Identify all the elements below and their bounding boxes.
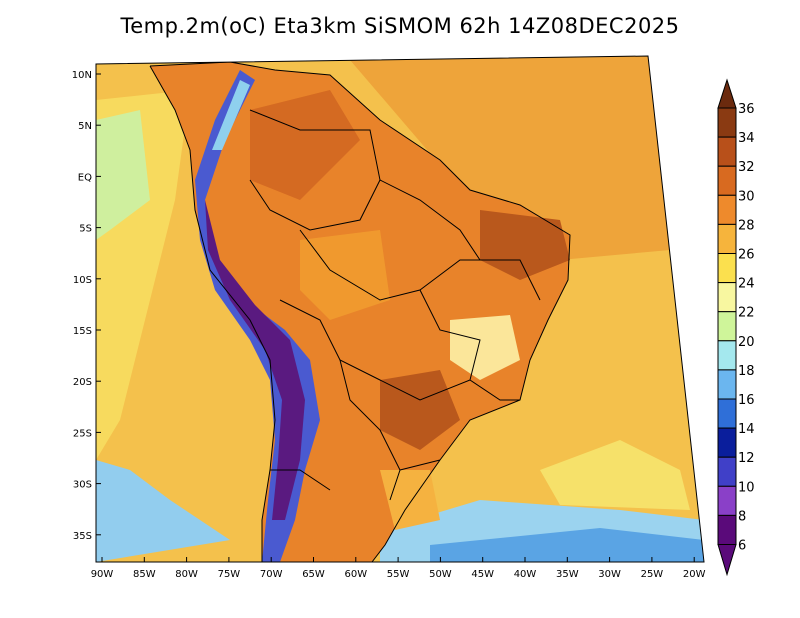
lat-label: 5N xyxy=(78,121,92,132)
lat-label: EQ xyxy=(78,172,92,183)
lon-label: 50W xyxy=(429,569,452,580)
lat-label: 30S xyxy=(73,480,92,491)
colorbar-label: 30 xyxy=(738,189,755,204)
colorbar-box xyxy=(717,194,737,225)
atlantic-warm-zone xyxy=(350,56,670,260)
colorbar-box xyxy=(717,340,737,371)
colorbar-box xyxy=(717,136,737,167)
colorbar-box xyxy=(717,282,737,313)
colorbar-box xyxy=(717,253,737,284)
lon-label: 40W xyxy=(514,569,537,580)
lon-label: 60W xyxy=(344,569,367,580)
colorbar-label: 26 xyxy=(738,248,755,263)
andes-very-cold-core xyxy=(205,200,305,520)
colorbar-box xyxy=(717,369,737,400)
colorbar-label: 36 xyxy=(738,102,755,117)
lat-label: 15S xyxy=(73,326,92,337)
pacific-green-zone xyxy=(96,110,150,240)
map-title: Temp.2m(oC) Eta3km SiSMOM 62h 14Z08DEC20… xyxy=(120,14,680,38)
colorbar-label: 12 xyxy=(738,451,755,466)
lat-label: 25S xyxy=(73,428,92,439)
colorbar-label: 24 xyxy=(738,277,755,292)
map-frame xyxy=(95,55,705,563)
lat-label: 10N xyxy=(72,70,92,81)
colorbar-box xyxy=(717,427,737,458)
colorbar-label: 10 xyxy=(738,480,755,495)
colorbar-label: 6 xyxy=(738,539,746,554)
colorbar-label: 16 xyxy=(738,393,755,408)
lon-label: 25W xyxy=(641,569,664,580)
lon-label: 85W xyxy=(133,569,156,580)
country-outlines xyxy=(149,61,571,562)
andes-north-cool xyxy=(212,80,250,150)
warm-patch-central xyxy=(300,230,390,320)
longitude-axis: 90W 85W 80W 75W 70W 65W 60W 55W 50W 45W 40W 35W 30W 2… xyxy=(91,557,706,580)
south-pacific-cool xyxy=(96,460,230,562)
atlantic-yellow-zone xyxy=(540,440,690,510)
south-atlantic-colder xyxy=(430,528,704,562)
lat-label: 10S xyxy=(73,275,92,286)
colorbar-box xyxy=(717,514,737,546)
colorbar-label: 32 xyxy=(738,160,755,175)
hot-patch-north xyxy=(250,90,360,200)
lon-label: 90W xyxy=(91,569,114,580)
lon-label: 55W xyxy=(387,569,410,580)
colorbar-box xyxy=(717,456,737,487)
colorbar-box xyxy=(717,311,737,342)
colorbar-bottom-arrow xyxy=(717,544,737,577)
lon-label: 30W xyxy=(598,569,621,580)
hot-patch-northeast xyxy=(480,210,570,280)
lon-label: 70W xyxy=(260,569,283,580)
latitude-axis: 10N 5N EQ 5S 10S 15S 20S 25S 30S 35S xyxy=(72,70,101,542)
colorbar-label: 8 xyxy=(738,509,746,524)
lon-label: 35W xyxy=(556,569,579,580)
lat-label: 35S xyxy=(73,531,92,542)
colorbar-top-arrow xyxy=(717,78,737,109)
colorbar-label: 18 xyxy=(738,364,755,379)
colorbar-label: 28 xyxy=(738,218,755,233)
colorbar-label: 14 xyxy=(738,422,755,437)
colorbar-box xyxy=(717,165,737,196)
lon-label: 80W xyxy=(175,569,198,580)
colorbar: 36 34 32 30 28 26 24 22 20 18 16 14 12 10 8 6 xyxy=(717,78,755,577)
lat-label: 5S xyxy=(79,224,92,235)
lon-label: 65W xyxy=(302,569,325,580)
mild-patch-highlands xyxy=(450,315,520,380)
colorbar-label: 34 xyxy=(738,131,755,146)
colorbar-label: 20 xyxy=(738,335,755,350)
lon-label: 20W xyxy=(683,569,706,580)
colorbar-box xyxy=(717,485,737,516)
colorbar-label: 22 xyxy=(738,306,755,321)
lon-label: 75W xyxy=(218,569,241,580)
lat-label: 20S xyxy=(73,377,92,388)
lon-label: 45W xyxy=(471,569,494,580)
map-field xyxy=(96,56,704,562)
colorbar-box xyxy=(717,398,737,429)
colorbar-box xyxy=(717,223,737,254)
colorbar-box xyxy=(717,107,737,138)
